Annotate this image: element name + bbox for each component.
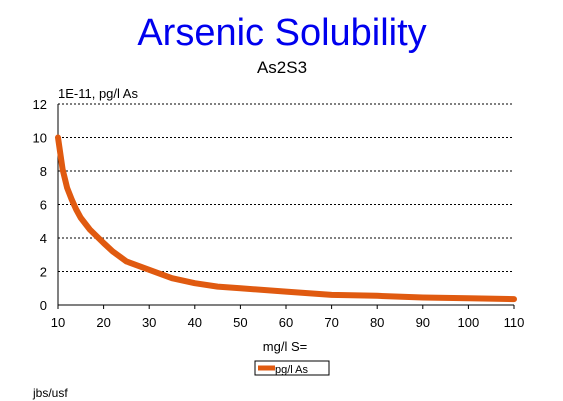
data-point — [60, 166, 66, 172]
data-point — [169, 275, 175, 281]
x-tick-label: 90 — [416, 315, 430, 330]
y-tick-label: 12 — [33, 97, 47, 112]
footer-credit: jbs/usf — [32, 386, 68, 400]
y-tick-label: 0 — [40, 298, 47, 313]
x-tick-label: 60 — [279, 315, 293, 330]
y-tick-label: 6 — [40, 198, 47, 213]
data-point — [237, 285, 243, 291]
y-ticks: 0 2 4 6 8 10 12 — [33, 97, 47, 313]
x-tick-label: 70 — [324, 315, 338, 330]
x-tick-label: 30 — [142, 315, 156, 330]
x-tick-label: 10 — [51, 315, 65, 330]
y-axis-label: 1E-11, pg/l As — [58, 86, 138, 101]
x-tick-label: 100 — [458, 315, 480, 330]
data-point — [78, 215, 84, 221]
data-point — [511, 296, 517, 302]
legend-box — [254, 360, 330, 376]
data-point — [69, 196, 75, 202]
data-point — [87, 227, 93, 233]
y-tick-label: 2 — [40, 265, 47, 280]
x-tick-label: 110 — [504, 315, 525, 330]
data-point — [329, 292, 335, 298]
data-point — [55, 135, 61, 140]
data-point — [374, 293, 380, 299]
data-point — [215, 284, 221, 290]
data-point — [283, 289, 289, 295]
data-point — [123, 258, 129, 264]
data-point — [146, 267, 152, 273]
y-tick-label: 8 — [40, 164, 47, 179]
data-point — [465, 295, 471, 301]
series-lines — [55, 134, 517, 303]
x-axis-label: mg/l S= — [263, 339, 307, 354]
y-tick-label: 10 — [33, 131, 47, 146]
data-point — [110, 248, 116, 254]
chart-subtitle: As2S3 — [257, 58, 307, 77]
chart-title: Arsenic Solubility — [137, 12, 426, 54]
legend-label: pg/l As — [275, 364, 309, 376]
x-ticks: 10 20 30 40 50 60 70 80 90 100 110 — [51, 305, 525, 330]
x-tick-label: 40 — [188, 315, 202, 330]
x-tick-label: 50 — [233, 315, 247, 330]
gridlines — [58, 103, 514, 272]
x-tick-label: 20 — [96, 315, 110, 330]
data-point — [192, 280, 198, 286]
data-point — [73, 207, 79, 213]
x-tick-label: 80 — [370, 315, 384, 330]
data-point — [101, 240, 107, 246]
series-line — [55, 134, 517, 303]
legend: pg/l As — [254, 360, 330, 376]
data-point — [64, 185, 70, 191]
y-tick-label: 4 — [40, 231, 47, 246]
data-point — [420, 294, 426, 300]
